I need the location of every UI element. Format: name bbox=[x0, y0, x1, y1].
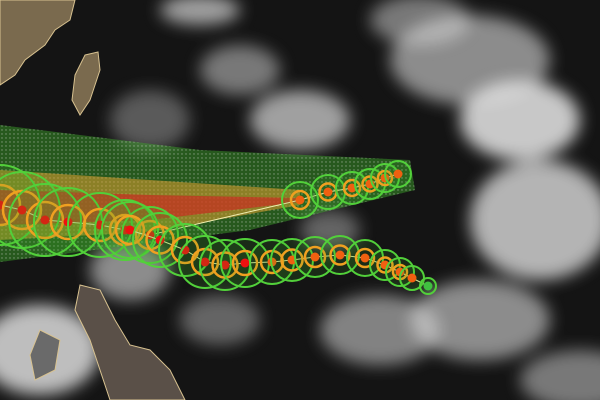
island bbox=[29, 329, 61, 381]
track-point bbox=[423, 281, 433, 291]
strong-wind-radius bbox=[329, 244, 351, 266]
strong-wind-radius bbox=[303, 245, 327, 269]
track-point bbox=[360, 253, 370, 263]
cloud bbox=[200, 45, 280, 95]
strong-wind-radius bbox=[361, 175, 379, 193]
cloud bbox=[250, 90, 350, 150]
storm-tracks bbox=[0, 160, 437, 295]
cloud bbox=[300, 210, 360, 250]
land bbox=[0, 0, 186, 400]
track-point bbox=[407, 273, 417, 283]
strong-wind-radius bbox=[231, 249, 259, 277]
cloud bbox=[470, 160, 600, 280]
track-point bbox=[335, 250, 345, 260]
strong-wind-radius bbox=[114, 214, 146, 246]
strong-wind-radius bbox=[354, 247, 376, 269]
strong-wind-radius bbox=[289, 189, 311, 211]
cloud bbox=[160, 0, 240, 25]
cloud bbox=[370, 0, 470, 45]
cloud bbox=[520, 350, 600, 400]
philippines bbox=[74, 284, 186, 400]
strong-wind-radius bbox=[376, 256, 394, 274]
strong-wind-radius bbox=[342, 178, 362, 198]
track-point bbox=[200, 257, 210, 267]
track-point bbox=[323, 187, 333, 197]
strong-wind-radius bbox=[108, 213, 142, 247]
track-point bbox=[17, 205, 27, 215]
track-point bbox=[310, 252, 320, 262]
track-point bbox=[220, 260, 230, 270]
cloud bbox=[320, 295, 440, 365]
strong-wind-radius bbox=[1, 189, 43, 231]
cloud bbox=[110, 90, 190, 150]
track-point bbox=[240, 258, 250, 268]
track-point bbox=[40, 215, 50, 225]
track-point bbox=[295, 195, 305, 205]
taiwan bbox=[71, 51, 101, 116]
cloud bbox=[180, 295, 260, 345]
strong-wind-radius bbox=[280, 248, 304, 272]
track-point bbox=[393, 169, 403, 179]
strong-wind-radius bbox=[0, 183, 22, 227]
track-point bbox=[125, 225, 135, 235]
cloud bbox=[410, 280, 550, 360]
strong-wind-radius bbox=[25, 200, 65, 240]
mainland-coast bbox=[0, 0, 76, 86]
